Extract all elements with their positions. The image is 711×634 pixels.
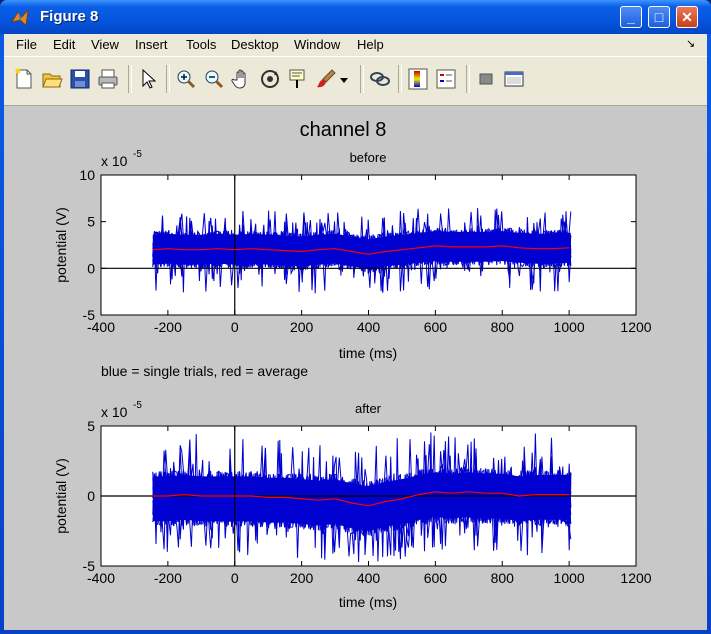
axes-after[interactable]: -400 -200 0 200 400 600 800 1000 1200-505 after … — [53, 400, 652, 610]
axes-after-xlabel: time (ms) — [339, 594, 397, 610]
x-tick-label: 0 — [231, 570, 239, 586]
close-icon: ✕ — [681, 9, 693, 25]
menu-desktop[interactable]: Desktop — [231, 37, 279, 52]
axes-before-ticks: -400 -200 0 200 400 600 800 1000 1200 -5 0 5 10 — [79, 167, 651, 335]
x-tick-label: 1200 — [620, 570, 651, 586]
x-tick-label: 400 — [357, 570, 381, 586]
x-tick-label: -400 — [87, 319, 115, 335]
new-figure-icon[interactable] — [12, 67, 36, 91]
close-button[interactable]: ✕ — [676, 6, 698, 28]
axes-after-title: after — [355, 401, 382, 416]
y-tick-label: -5 — [83, 558, 96, 574]
open-file-icon[interactable] — [40, 67, 64, 91]
y-tick-label: 10 — [79, 167, 95, 183]
axes-before-plot-area — [101, 175, 636, 315]
maximize-button[interactable]: □ — [648, 6, 670, 28]
maximize-icon: □ — [654, 9, 664, 25]
hide-plot-tools-icon[interactable] — [474, 67, 498, 91]
minimize-button[interactable]: _ — [620, 6, 642, 28]
x-tick-label: -200 — [154, 570, 182, 586]
figure-svg: channel 8 -400 -200 0 200 400 600 800 1000 1200-… — [53, 119, 652, 610]
toolbar-separator — [128, 65, 132, 93]
average-series-line — [152, 245, 570, 255]
figure-suptitle: channel 8 — [300, 119, 387, 141]
axes-after-exponent-label: x 10 — [101, 404, 128, 420]
y-tick-label: 0 — [87, 488, 95, 504]
axes-after-ylabel: potential (V) — [53, 458, 69, 533]
average-series-line — [152, 491, 570, 507]
pan-hand-icon[interactable] — [230, 67, 254, 91]
save-icon[interactable] — [68, 67, 92, 91]
zoom-out-icon[interactable] — [202, 67, 226, 91]
axes-before-exponent: -5 — [133, 149, 142, 160]
colorbar-icon[interactable] — [406, 67, 430, 91]
axes-before-exponent-label: x 10 — [101, 153, 128, 169]
single-trials-band — [152, 472, 571, 531]
menu-dock-icon[interactable]: ↘ — [686, 38, 696, 50]
rotate-3d-icon[interactable] — [258, 67, 282, 91]
x-tick-label: 0 — [231, 319, 239, 335]
print-icon[interactable] — [96, 67, 120, 91]
show-plot-tools-icon[interactable] — [502, 67, 526, 91]
toolbar-separator — [466, 65, 470, 93]
x-tick-label: 200 — [290, 570, 314, 586]
legend-icon[interactable] — [434, 67, 458, 91]
x-tick-label: -400 — [87, 570, 115, 586]
single-trials-series — [152, 208, 572, 294]
toolbar-separator — [398, 65, 402, 93]
y-tick-label: 5 — [87, 214, 95, 230]
axes-before[interactable]: -400 -200 0 200 400 600 800 1000 1200 -5 0 5 10 befo… — [53, 149, 652, 361]
brush-dropdown-icon[interactable] — [338, 67, 350, 91]
x-tick-label: 200 — [290, 319, 314, 335]
menu-window[interactable]: Window — [294, 37, 341, 52]
axes-before-ylabel: potential (V) — [53, 207, 69, 282]
menu-bar: File Edit View Insert Tools Desktop Wind… — [4, 34, 707, 56]
brush-icon[interactable] — [314, 67, 338, 91]
menu-file[interactable]: File — [16, 37, 37, 52]
single-trials-series — [152, 432, 572, 563]
axes-before-title: before — [350, 150, 387, 165]
x-tick-label: 800 — [491, 319, 515, 335]
x-tick-label: 1200 — [620, 319, 651, 335]
figure-canvas: channel 8 -400 -200 0 200 400 600 800 1000 1200-… — [4, 106, 707, 630]
x-tick-label: 800 — [491, 570, 515, 586]
link-plot-icon[interactable] — [368, 67, 392, 91]
pointer-icon[interactable] — [136, 67, 160, 91]
menu-insert[interactable]: Insert — [135, 37, 168, 52]
x-tick-label: -200 — [154, 319, 182, 335]
zoom-in-icon[interactable] — [174, 67, 198, 91]
toolbar-separator — [360, 65, 364, 93]
x-tick-label: 600 — [424, 319, 448, 335]
axes-after-ticks: -400 -200 0 200 400 600 800 1000 1200 -5 0 5 — [83, 418, 652, 586]
menu-tools[interactable]: Tools — [186, 37, 217, 52]
matlab-app-icon[interactable] — [10, 8, 30, 28]
window-title: Figure 8 — [40, 8, 99, 25]
title-bar[interactable]: Figure 8 _ □ ✕ — [0, 0, 711, 34]
axes-after-plot-area — [101, 426, 636, 566]
data-cursor-icon[interactable] — [286, 67, 310, 91]
axes-after-exponent: -5 — [133, 400, 142, 411]
menu-edit[interactable]: Edit — [53, 37, 76, 52]
menu-help[interactable]: Help — [357, 37, 384, 52]
figure-toolbar — [4, 56, 707, 106]
x-tick-label: 400 — [357, 319, 381, 335]
x-tick-label: 1000 — [554, 570, 585, 586]
x-tick-label: 600 — [424, 570, 448, 586]
menu-view[interactable]: View — [91, 37, 119, 52]
minimize-icon: _ — [627, 9, 635, 25]
x-tick-label: 1000 — [554, 319, 585, 335]
y-tick-label: -5 — [83, 307, 96, 323]
axes-before-xlabel: time (ms) — [339, 345, 397, 361]
y-tick-label: 0 — [87, 260, 95, 276]
single-trials-band — [152, 231, 571, 269]
toolbar-separator — [166, 65, 170, 93]
trial-legend-annotation: blue = single trials, red = average — [101, 363, 308, 379]
y-tick-label: 5 — [87, 418, 95, 434]
